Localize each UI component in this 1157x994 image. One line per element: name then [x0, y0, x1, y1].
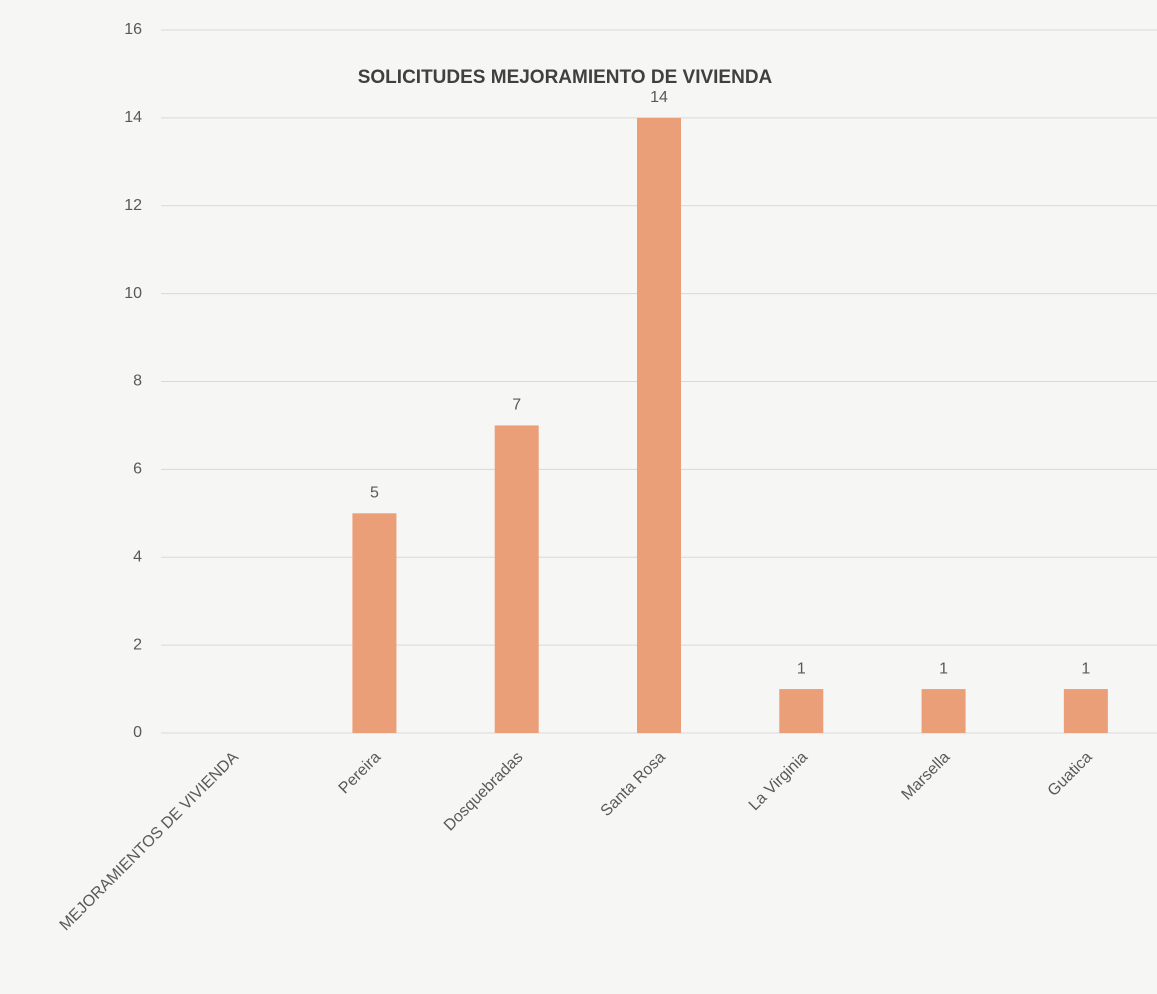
bar [779, 689, 824, 733]
x-tick-label: La Virginia [746, 749, 811, 814]
bar [637, 117, 681, 733]
y-tick-label: 12 [124, 197, 142, 214]
bar [352, 513, 397, 733]
y-tick-label: 10 [124, 285, 142, 302]
data-label: 7 [512, 397, 521, 414]
y-tick-label: 6 [133, 461, 142, 478]
data-label: 1 [939, 660, 948, 677]
bar [921, 689, 966, 733]
y-tick-label: 8 [133, 373, 142, 390]
y-tick-label: 0 [133, 724, 142, 741]
data-label: 1 [1081, 660, 1090, 677]
x-tick-label: Pereira [336, 749, 385, 798]
data-label: 14 [650, 89, 668, 106]
y-tick-label: 14 [124, 109, 142, 126]
data-label: 1 [797, 660, 806, 677]
y-tick-label: 4 [133, 548, 142, 565]
x-tick-label: Marsella [899, 749, 954, 804]
y-tick-label: 16 [124, 21, 142, 38]
x-tick-label: Dosquebradas [441, 749, 527, 835]
bar [494, 425, 539, 733]
chart-title: SOLICITUDES MEJORAMIENTO DE VIVIENDA [358, 67, 773, 88]
x-tick-label: Santa Rosa [598, 749, 669, 820]
bar [1063, 689, 1108, 733]
y-tick-label: 2 [133, 636, 142, 653]
x-tick-label: MEJORAMIENTOS DE VIVIENDA [57, 749, 243, 935]
x-tick-label: Guatica [1045, 749, 1096, 800]
data-label: 5 [370, 485, 379, 502]
